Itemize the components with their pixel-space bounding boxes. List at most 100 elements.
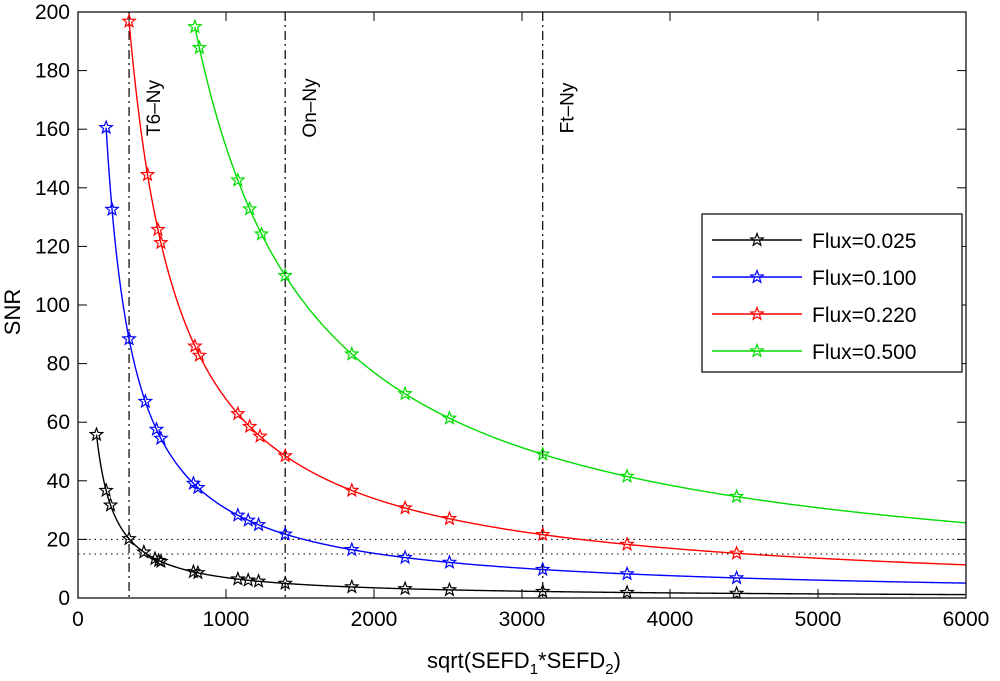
data-point <box>397 499 413 515</box>
data-point <box>240 512 257 527</box>
plot-area <box>78 12 966 598</box>
baseline-label: T6–Ny <box>144 80 165 136</box>
data-point <box>137 393 154 409</box>
data-point <box>619 536 635 552</box>
data-point <box>241 418 258 434</box>
data-point <box>277 575 294 591</box>
legend-marker <box>749 231 765 247</box>
data-point <box>230 405 246 421</box>
data-point <box>343 482 360 498</box>
legend-label: Flux=0.500 <box>812 341 917 364</box>
data-point <box>121 13 137 28</box>
x-tick-label: 4000 <box>647 608 694 631</box>
data-point <box>619 584 635 598</box>
series-line <box>194 26 966 524</box>
data-point <box>534 561 551 577</box>
data-point <box>619 468 635 484</box>
axes: T6–Ny On–Ny Ft–Ny0 1000 2000 3000 4000 5000 6000… <box>35 1 989 631</box>
data-point <box>343 345 360 361</box>
legend-marker <box>749 342 765 358</box>
x-tick-label: 3000 <box>499 608 546 631</box>
data-point <box>150 552 167 568</box>
data-point <box>441 554 458 570</box>
data-point <box>441 510 458 526</box>
data-point <box>98 119 114 135</box>
y-tick-label: 40 <box>47 470 70 493</box>
y-tick-label: 100 <box>35 294 70 317</box>
data-point <box>121 530 137 546</box>
data-point <box>241 200 258 216</box>
series-line <box>128 21 966 566</box>
data-point <box>250 516 267 532</box>
legend-label: Flux=0.025 <box>812 230 917 253</box>
x-tick-label: 0 <box>72 608 84 631</box>
data-point <box>148 421 165 437</box>
data-point <box>728 545 745 560</box>
y-tick-label: 80 <box>47 353 70 376</box>
data-point <box>253 225 270 241</box>
baseline-label: On–Ny <box>300 78 321 138</box>
x-axis-label: sqrt(SEFD1*SEFD2) <box>427 648 621 678</box>
data-point <box>230 570 246 586</box>
data-point <box>397 580 413 596</box>
data-point <box>98 482 114 498</box>
legend-label: Flux=0.220 <box>812 304 917 327</box>
data-point <box>153 553 169 569</box>
y-tick-label: 0 <box>58 587 70 610</box>
data-point <box>139 166 156 182</box>
data-point <box>343 541 360 557</box>
x-axis-label-part2: *SEFD <box>538 648 605 673</box>
data-point <box>187 337 203 353</box>
data-point <box>252 428 268 443</box>
data-point <box>728 585 745 598</box>
y-tick-label: 20 <box>47 528 70 551</box>
data-point <box>397 549 413 565</box>
data-point <box>230 171 246 187</box>
data-point <box>190 479 206 495</box>
x-axis-label-sub2: 2 <box>605 661 613 678</box>
data-point <box>153 430 169 446</box>
x-tick-label: 6000 <box>943 608 990 631</box>
data-point <box>240 572 257 587</box>
series-line <box>95 434 966 596</box>
y-tick-label: 140 <box>35 177 70 200</box>
y-axis-label: SNR <box>0 289 25 335</box>
data-point <box>191 347 208 363</box>
data-point <box>277 267 294 283</box>
series-line <box>105 127 966 584</box>
x-tick-label: 2000 <box>351 608 398 631</box>
data-point <box>441 581 458 597</box>
legend-marker <box>749 305 765 321</box>
legend-marker <box>749 268 765 284</box>
y-tick-label: 200 <box>35 1 70 24</box>
data-point <box>534 583 551 598</box>
data-point <box>619 565 635 581</box>
x-tick-label: 5000 <box>795 608 842 631</box>
y-tick-label: 160 <box>35 118 70 141</box>
data-point <box>190 564 206 580</box>
data-point <box>136 543 152 559</box>
data-point <box>277 525 294 541</box>
data-point <box>343 578 360 594</box>
data-point <box>191 39 208 55</box>
data-point <box>185 563 202 579</box>
legend: Flux=0.025 Flux=0.100 Flux=0.220 Flux=0.500 <box>701 213 963 373</box>
data-point <box>187 18 203 34</box>
x-axis-label-sub1: 1 <box>530 661 538 678</box>
baseline-label: Ft–Ny <box>558 82 579 133</box>
data-point <box>150 221 166 237</box>
data-point <box>534 446 551 461</box>
data-point <box>250 573 267 588</box>
data-point <box>153 234 169 250</box>
data-point <box>230 507 246 522</box>
x-axis-label-part3: ) <box>614 648 621 673</box>
data-point <box>277 447 294 463</box>
data-point <box>534 526 551 542</box>
data-point <box>104 201 120 217</box>
data-point <box>88 426 105 442</box>
y-tick-label: 180 <box>35 60 70 83</box>
data-point <box>397 385 413 401</box>
x-axis-label-part1: sqrt(SEFD <box>427 648 530 673</box>
data-point <box>728 569 745 585</box>
